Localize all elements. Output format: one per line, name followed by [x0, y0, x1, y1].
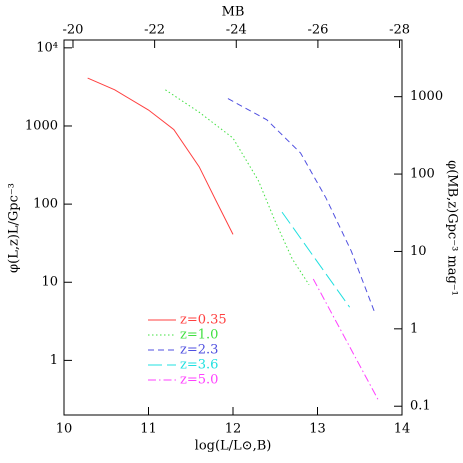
series-line [281, 211, 351, 308]
plot-frame [63, 39, 403, 416]
x-tick-label: 14 [394, 422, 411, 437]
x-tick-label: 11 [140, 422, 157, 437]
y-tick-label: 100 [33, 197, 58, 212]
x-tick-label: 13 [309, 422, 326, 437]
x2-tick-label: -24 [226, 23, 247, 38]
series-line [312, 278, 379, 401]
x2-axis-label: MB [222, 5, 245, 20]
y2-tick-label: 1 [410, 321, 418, 336]
series-line [227, 98, 375, 312]
y2-tick-label: 1000 [410, 89, 443, 104]
legend-label: z=5.0 [180, 373, 218, 388]
series-line [165, 89, 310, 285]
legend-label: z=1.0 [180, 328, 218, 343]
y-tick-label: 10 [41, 275, 58, 290]
y2-axis-label: φ(MB,z)Gpc⁻³ mag⁻¹ [445, 160, 460, 296]
x2-tick-label: -28 [389, 23, 410, 38]
legend-label: z=0.35 [180, 313, 227, 328]
x2-tick-label: -22 [144, 23, 165, 38]
y2-tick-label: 100 [410, 167, 435, 182]
y2-tick-label: 0.1 [410, 399, 431, 414]
y-tick-label: 1 [50, 353, 58, 368]
x-axis-label: log(L/L⊙,B) [195, 439, 272, 454]
x-tick-label: 10 [56, 422, 73, 437]
y-tick-label: 1000 [25, 118, 58, 133]
x-tick-label: 12 [225, 422, 242, 437]
x2-tick-label: -26 [307, 23, 328, 38]
legend-label: z=2.3 [180, 343, 218, 358]
x2-tick-label: -20 [63, 23, 84, 38]
y2-tick-label: 10 [410, 244, 427, 259]
y-axis-label: φ(L,z)L/Gpc⁻³ [7, 183, 22, 273]
y-tick-label: 10⁴ [36, 40, 58, 55]
series-line [87, 77, 234, 235]
legend-label: z=3.6 [180, 358, 218, 373]
